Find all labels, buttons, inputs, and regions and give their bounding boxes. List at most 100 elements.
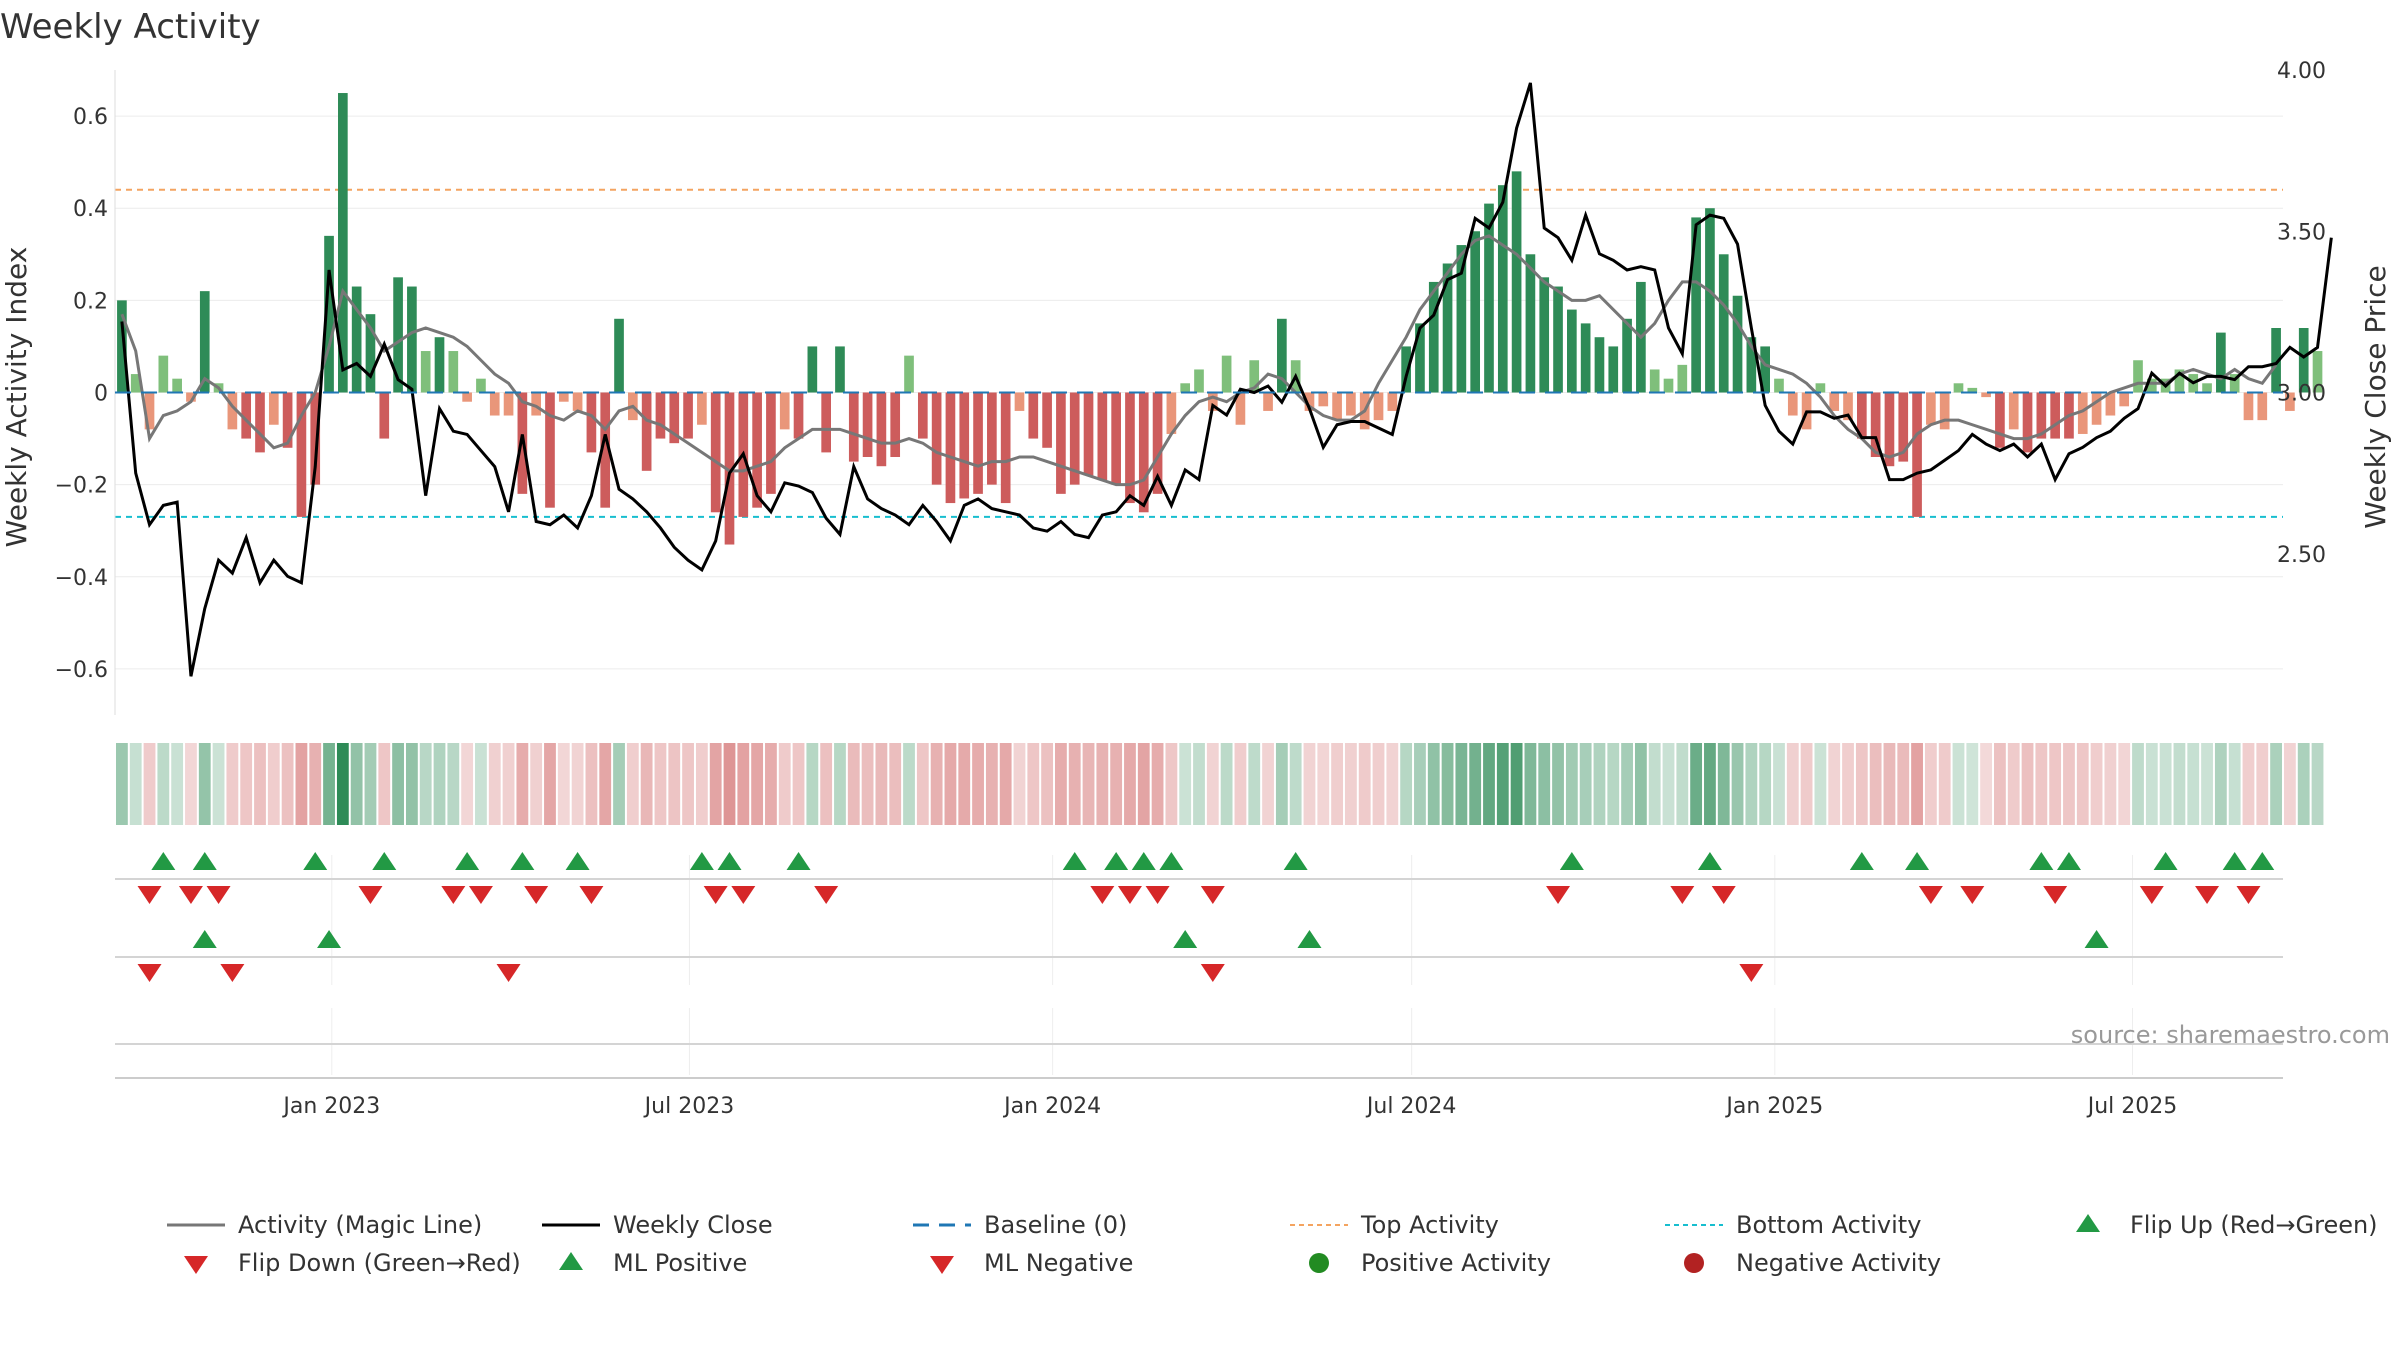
activity-strip-cell [2284, 743, 2296, 825]
activity-bar [641, 392, 652, 471]
activity-bar [1456, 245, 1467, 393]
legend-swatch-negative-activity [1684, 1253, 1704, 1273]
activity-bar [1594, 337, 1605, 393]
activity-bar [2312, 351, 2323, 393]
ml-negative-marker [1739, 964, 1764, 982]
flip-down-marker [1960, 886, 1985, 904]
activity-bar [2146, 378, 2157, 393]
activity-strip-cell [254, 743, 266, 825]
activity-strip-cell [751, 743, 764, 825]
activity-bar [655, 392, 666, 439]
flip-up-marker [2153, 852, 2178, 870]
activity-bar [130, 374, 141, 393]
activity-bar [2243, 392, 2254, 421]
activity-strip-cell [571, 743, 584, 825]
activity-bar [1028, 392, 1039, 439]
x-tick-label: Jul 2023 [643, 1094, 735, 1119]
activity-strip-cell [1676, 743, 1689, 825]
activity-bar [1235, 392, 1246, 425]
activity-bar [1194, 369, 1204, 393]
activity-bar [1774, 378, 1784, 393]
activity-strip-cell [834, 743, 846, 825]
activity-strip-cell [350, 743, 363, 825]
activity-bar [1069, 392, 1080, 485]
activity-bar [2271, 328, 2281, 393]
activity-bar [945, 392, 956, 504]
activity-strip-cell [1621, 743, 1633, 825]
activity-strip-cell [1386, 743, 1399, 825]
y-tick-label: 0 [94, 382, 108, 407]
activity-strip-cell [2201, 743, 2213, 825]
weekly-close-line [120, 82, 2333, 677]
legend-item-negact: Negative Activity [1684, 1249, 1941, 1277]
activity-bar [1953, 383, 1964, 393]
activity-strip-cell [1414, 743, 1426, 825]
activity-strip-cell [695, 743, 708, 825]
activity-strip-cell [157, 743, 170, 825]
activity-strip-cell [1648, 743, 1661, 825]
activity-bar [503, 392, 514, 416]
activity-strip-cell [1400, 743, 1413, 825]
activity-bar [558, 392, 569, 402]
activity-strip-cell [889, 743, 902, 825]
activity-bar [1608, 346, 1619, 393]
activity-bar [1221, 355, 1232, 393]
activity-bar [1691, 217, 1701, 393]
x-tick-label: Jul 2024 [1365, 1094, 1457, 1119]
activity-strip-cell [792, 743, 805, 825]
activity-bar [1663, 378, 1674, 393]
activity-bar [476, 378, 486, 393]
activity-bar [489, 392, 500, 416]
activity-bar [1346, 392, 1356, 416]
flip-down-marker [206, 886, 231, 904]
legend-item-bottom: Bottom Activity [1665, 1211, 1921, 1239]
activity-strip-cell [502, 743, 515, 825]
activity-bar [282, 392, 293, 448]
activity-strip-cell [1980, 743, 1993, 825]
activity-strip-cell [1041, 743, 1054, 825]
activity-strip-cell [433, 743, 446, 825]
activity-strip-cell [1303, 743, 1316, 825]
flip-up-marker [1104, 852, 1129, 870]
activity-strip-cell [129, 743, 142, 825]
activity-bar [1705, 208, 1715, 393]
activity-bar [1042, 392, 1052, 448]
activity-strip-cell [585, 743, 598, 825]
y-tick-label: 0.2 [73, 289, 108, 314]
activity-bar [255, 392, 265, 453]
activity-strip-cell [1220, 743, 1233, 825]
activity-strip-cell [1206, 743, 1219, 825]
activity-strip-cell [903, 743, 915, 825]
activity-bar [1677, 364, 1688, 393]
activity-strip-cell [1137, 743, 1150, 825]
activity-bar [1884, 392, 1895, 467]
activity-bar [697, 392, 707, 425]
legend-item-mlneg: ML Negative [930, 1249, 1133, 1277]
flip-up-marker [1559, 852, 1584, 870]
activity-bar [572, 392, 583, 411]
flip-down-marker [1670, 886, 1695, 904]
y-tick-label: −0.4 [55, 566, 108, 591]
activity-strip-cell [599, 743, 612, 825]
activity-strip-cell [1372, 743, 1385, 825]
activity-strip-cell [668, 743, 681, 825]
activity-strip-cell [1938, 743, 1951, 825]
activity-strip-cell [682, 743, 694, 825]
legend-item-top: Top Activity [1290, 1211, 1499, 1239]
activity-bar [158, 355, 169, 393]
activity-bar [1056, 392, 1066, 494]
activity-strip-cell [1068, 743, 1081, 825]
activity-bar [1926, 392, 1936, 425]
activity-strip-cell [2256, 743, 2269, 825]
activity-bar [917, 392, 928, 439]
activity-bar [1981, 392, 1991, 398]
flip-down-marker [731, 886, 756, 904]
activity-strip-cell [185, 743, 197, 825]
activity-strip-cell [1013, 743, 1026, 825]
activity-bar [1401, 346, 1411, 393]
flip-down-marker [1117, 886, 1142, 904]
activity-bar [1249, 360, 1260, 393]
activity-bar [1000, 392, 1011, 504]
legend-swatch-flip-up [2076, 1214, 2100, 1232]
activity-bar [1111, 392, 1121, 485]
